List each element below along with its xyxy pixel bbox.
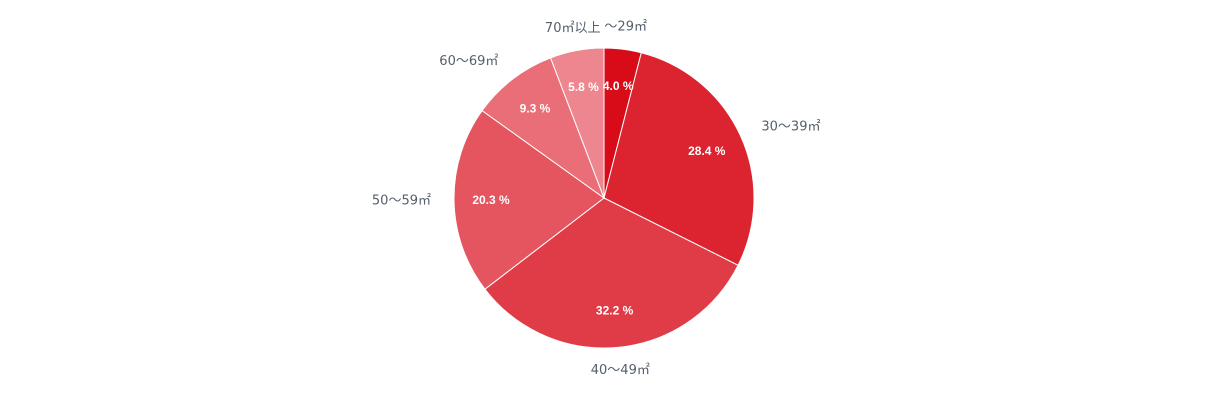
- pie-slice[interactable]: [481, 57, 606, 200]
- slice-percent-label: 4.0 %: [603, 79, 634, 93]
- slice-category-label: 30〜39㎡: [761, 119, 820, 134]
- pie-slice[interactable]: [484, 197, 739, 349]
- slice-percent-label: 32.2 %: [596, 304, 634, 318]
- slice-category-label: 〜29㎡: [604, 19, 647, 34]
- slice-category-label: 60〜69㎡: [439, 54, 498, 69]
- slice-category-label: 40〜49㎡: [591, 363, 650, 378]
- slice-category-label: 70㎡以上: [545, 21, 601, 36]
- pie-slice[interactable]: [603, 52, 755, 266]
- slice-percent-label: 28.4 %: [688, 144, 726, 158]
- pie-slice[interactable]: [549, 47, 605, 199]
- slice-category-label: 50〜59㎡: [372, 194, 431, 209]
- slices-layer: [453, 47, 755, 349]
- category-labels-layer: 〜29㎡ 30〜39㎡ 40〜49㎡ 50〜59㎡ 60〜69㎡ 70㎡以上: [372, 19, 821, 378]
- percent-labels-layer: 4.0 % 28.4 % 32.2 % 20.3 % 9.3 % 5.8 %: [472, 79, 725, 318]
- pie-slice[interactable]: [453, 109, 605, 290]
- slice-percent-label: 20.3 %: [472, 193, 510, 207]
- slice-percent-label: 9.3 %: [520, 102, 551, 116]
- slice-percent-label: 5.8 %: [568, 80, 599, 94]
